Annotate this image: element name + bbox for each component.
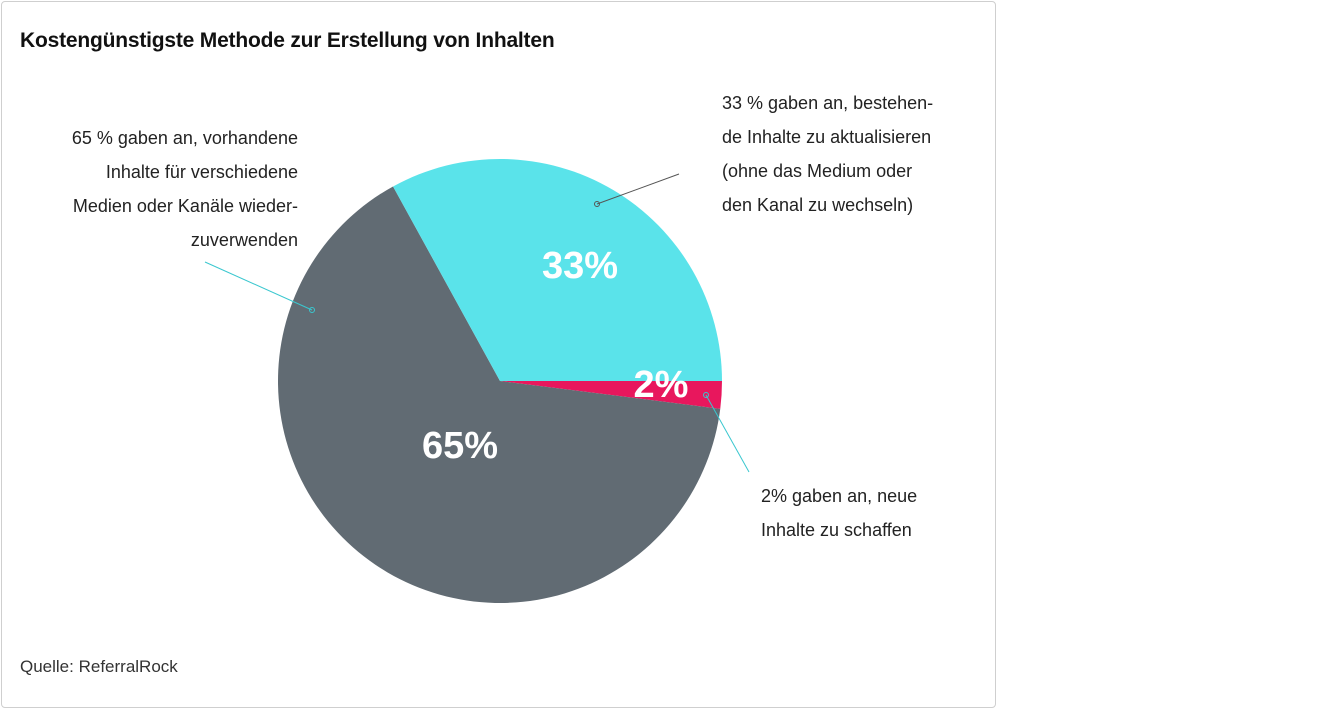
annotation-line: Inhalte für verschiedene [105, 162, 298, 182]
annotation-line: 65 % gaben an, vorhandene [71, 128, 298, 148]
annotation-line: Inhalte zu schaffen [761, 520, 912, 540]
annotation-2: 2% gaben an, neue Inhalte zu schaffen [761, 479, 917, 547]
leader-line-65-dot [309, 307, 315, 313]
pie-slice-65 [277, 186, 721, 604]
slice-label-2: 2% [634, 364, 689, 406]
pie-slice-33 [393, 159, 722, 381]
annotation-line: Medien oder Kanäle wieder- [72, 196, 298, 216]
annotation-line: de Inhalte zu aktualisieren [722, 127, 932, 147]
source-note: Quelle: ReferralRock [20, 657, 178, 676]
annotation-65: 65 % gaben an, vorhandene Inhalte für ver… [72, 121, 298, 257]
slice-label-33: 33% [542, 245, 618, 287]
annotation-line: 33 % gaben an, bestehen- [722, 93, 934, 113]
annotation-line: 2% gaben an, neue [761, 486, 918, 506]
annotation-line: (ohne das Medium oder [722, 161, 913, 181]
leader-line-2-dot [703, 392, 709, 398]
annotation-line: zuverwenden [190, 230, 298, 250]
leader-line-33-dot [594, 201, 600, 207]
slice-label-65: 65% [422, 425, 498, 467]
annotation-line: den Kanal zu wechseln) [722, 195, 914, 215]
leader-line-2 [705, 394, 750, 473]
annotation-33: 33 % gaben an, bestehen-de Inhalte zu ak… [722, 86, 933, 222]
chart-title: Kostengünstigste Methode zur Erstellung … [20, 29, 555, 52]
leader-line-65 [204, 261, 313, 311]
pie-slice-2 [500, 381, 722, 409]
leader-line-33 [596, 173, 680, 205]
